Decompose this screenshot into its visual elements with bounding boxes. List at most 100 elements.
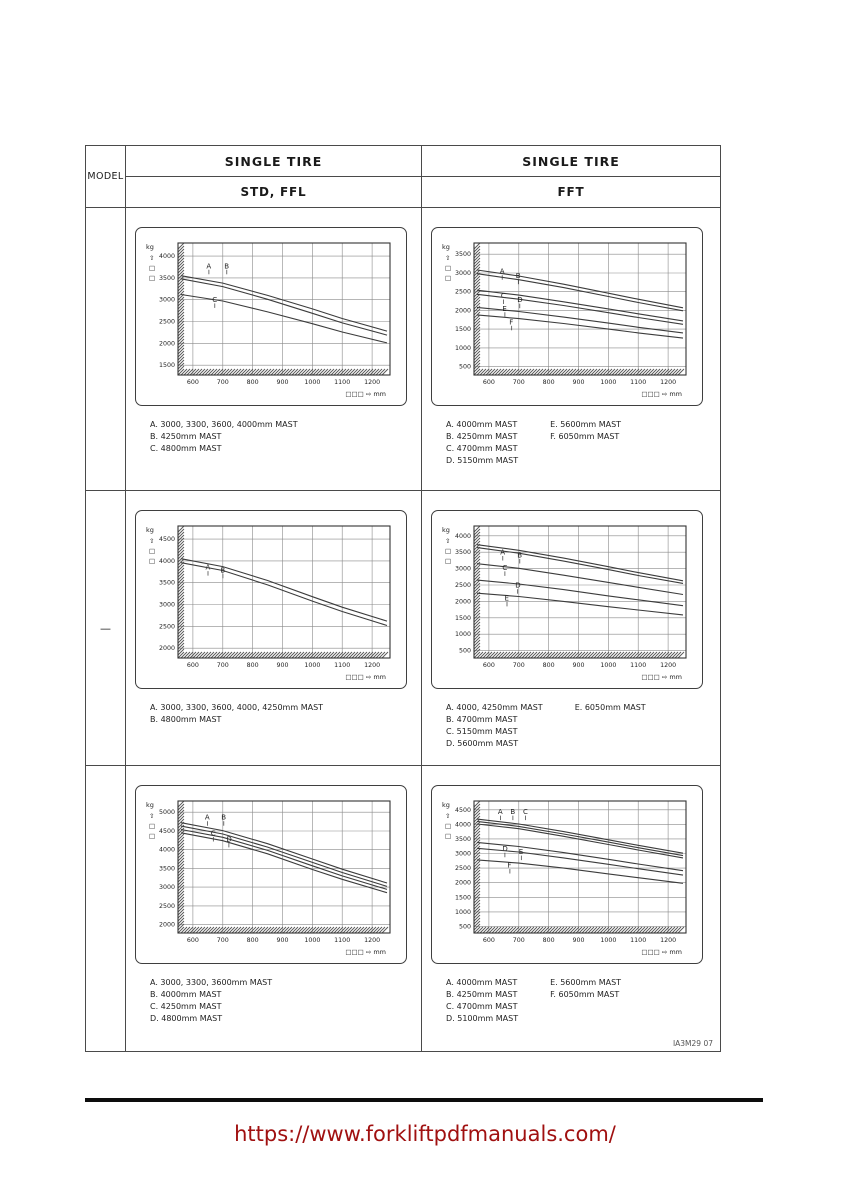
legend-line: D. 5100mm MAST <box>446 1014 519 1023</box>
chart-legend: A. 3000, 3300, 3600, 4000mm MAST B. 4250… <box>150 419 421 455</box>
legend-line: A. 4000, 4250mm MAST <box>446 703 543 712</box>
svg-text:1000: 1000 <box>304 379 320 386</box>
svg-text:E: E <box>502 305 506 313</box>
chart-legend: A. 4000, 4250mm MAST B. 4700mm MAST C. 5… <box>446 702 720 750</box>
svg-text:1100: 1100 <box>334 662 350 669</box>
svg-text:600: 600 <box>483 379 495 386</box>
svg-text:600: 600 <box>187 662 199 669</box>
svg-text:500: 500 <box>459 648 471 655</box>
svg-text:⇧: ⇧ <box>149 254 154 262</box>
svg-text:800: 800 <box>543 937 555 944</box>
svg-text:□: □ <box>445 547 451 555</box>
chart-panel: 600 700 800 900 1000 1100 1200 4500 4000 3500 3000… <box>135 510 407 689</box>
svg-text:1200: 1200 <box>364 937 380 944</box>
svg-text:A: A <box>205 814 210 822</box>
footer-url-link[interactable]: https://www.forkliftpdfmanuals.com/ <box>234 1122 616 1146</box>
svg-text:3000: 3000 <box>159 602 175 609</box>
svg-text:3500: 3500 <box>455 836 471 843</box>
svg-text:⇧: ⇧ <box>445 254 450 262</box>
svg-text:1100: 1100 <box>630 937 646 944</box>
chart-legend: A. 3000, 3300, 3600mm MAST B. 4000mm MAS… <box>150 977 421 1025</box>
svg-text:700: 700 <box>217 937 229 944</box>
svg-text:4500: 4500 <box>159 828 175 835</box>
load-capacity-chart: 600 700 800 900 1000 1100 1200 4500 4000 3500 3000… <box>146 525 391 681</box>
svg-text:□: □ <box>445 822 451 830</box>
svg-text:3500: 3500 <box>455 251 471 258</box>
svg-text:⇧: ⇧ <box>445 812 450 820</box>
chart-cell-fft-row2: 600 700 800 900 1000 1100 1200 4000 3500 3000 2500… <box>422 491 720 766</box>
svg-text:2500: 2500 <box>455 289 471 296</box>
legend-line: B. 4250mm MAST <box>446 432 518 441</box>
svg-text:2000: 2000 <box>159 922 175 929</box>
svg-text:4000: 4000 <box>159 558 175 565</box>
chart-cell-std-row3: 600 700 800 900 1000 1100 1200 5000 4500 4000 3500… <box>126 766 422 1051</box>
svg-text:B: B <box>510 808 515 816</box>
svg-text:C: C <box>523 808 528 816</box>
legend-line: A. 3000, 3300, 3600, 4000mm MAST <box>150 420 298 429</box>
svg-text:1000: 1000 <box>600 379 616 386</box>
svg-text:kg: kg <box>442 801 450 809</box>
svg-text:1100: 1100 <box>334 379 350 386</box>
load-capacity-chart: 600 700 800 900 1000 1100 1200 3500 3000 2500 2000… <box>442 242 687 398</box>
chart-panel: 600 700 800 900 1000 1100 1200 5000 4500 4000 3500… <box>135 785 407 964</box>
svg-text:900: 900 <box>572 379 584 386</box>
svg-text:1500: 1500 <box>455 326 471 333</box>
legend-column: E. 6050mm MAST <box>575 702 646 750</box>
svg-text:700: 700 <box>513 662 525 669</box>
svg-text:4000: 4000 <box>159 847 175 854</box>
svg-text:□□□ ⇨ mm: □□□ ⇨ mm <box>345 390 386 398</box>
legend-line: F. 6050mm MAST <box>550 432 620 441</box>
svg-text:kg: kg <box>442 243 450 251</box>
legend-line: B. 4000mm MAST <box>150 990 222 999</box>
svg-text:kg: kg <box>442 526 450 534</box>
svg-text:3500: 3500 <box>455 549 471 556</box>
spec-table: MODEL SINGLE TIRE SINGLE TIRE STD, FFL F… <box>85 145 721 1052</box>
svg-text:□□□ ⇨ mm: □□□ ⇨ mm <box>345 673 386 681</box>
svg-text:A: A <box>498 808 503 816</box>
svg-text:1200: 1200 <box>364 662 380 669</box>
svg-text:1000: 1000 <box>455 345 471 352</box>
svg-text:4000: 4000 <box>455 821 471 828</box>
svg-text:1100: 1100 <box>630 379 646 386</box>
svg-text:□: □ <box>149 264 155 272</box>
load-capacity-chart: 600 700 800 900 1000 1100 1200 4500 4000 3500 3000… <box>442 800 687 956</box>
legend-line: E. 5600mm MAST <box>550 420 622 429</box>
svg-text:5000: 5000 <box>159 809 175 816</box>
legend-line: A. 4000mm MAST <box>446 420 518 429</box>
legend-line: B. 4700mm MAST <box>446 715 518 724</box>
svg-text:900: 900 <box>276 379 288 386</box>
svg-text:700: 700 <box>217 379 229 386</box>
svg-text:□: □ <box>149 832 155 840</box>
svg-text:900: 900 <box>276 937 288 944</box>
column1-subtitle: STD, FFL <box>126 177 422 208</box>
svg-text:2500: 2500 <box>159 903 175 910</box>
legend-line: D. 4800mm MAST <box>150 1014 223 1023</box>
legend-line: C. 4250mm MAST <box>150 1002 222 1011</box>
svg-text:700: 700 <box>217 662 229 669</box>
svg-text:3000: 3000 <box>455 851 471 858</box>
legend-column: A. 3000, 3300, 3600mm MAST B. 4000mm MAS… <box>150 977 272 1025</box>
svg-text:⇧: ⇧ <box>149 812 154 820</box>
svg-text:□: □ <box>149 557 155 565</box>
legend-line: F. 6050mm MAST <box>550 990 620 999</box>
svg-text:3000: 3000 <box>455 270 471 277</box>
svg-text:⇧: ⇧ <box>149 537 154 545</box>
svg-text:C: C <box>212 296 217 304</box>
chart-cell-std-row1: 600 700 800 900 1000 1100 1200 4000 3500 3000 2500… <box>126 208 422 491</box>
chart-legend: A. 4000mm MAST B. 4250mm MAST C. 4700mm … <box>446 419 720 467</box>
svg-text:1200: 1200 <box>660 937 676 944</box>
model-cell: — <box>86 491 126 766</box>
svg-text:kg: kg <box>146 243 154 251</box>
legend-line: A. 4000mm MAST <box>446 978 518 987</box>
svg-text:900: 900 <box>276 662 288 669</box>
legend-column: A. 4000mm MAST B. 4250mm MAST C. 4700mm … <box>446 419 518 467</box>
svg-text:1200: 1200 <box>660 379 676 386</box>
load-capacity-chart: 600 700 800 900 1000 1100 1200 5000 4500 4000 3500… <box>146 800 391 956</box>
column2-subtitle: FFT <box>422 177 720 208</box>
svg-text:2500: 2500 <box>455 865 471 872</box>
chart-panel: 600 700 800 900 1000 1100 1200 4500 4000 3500 3000… <box>431 785 703 964</box>
svg-text:3500: 3500 <box>159 865 175 872</box>
legend-line: B. 4250mm MAST <box>150 432 222 441</box>
chart-panel: 600 700 800 900 1000 1100 1200 4000 3500 3000 2500… <box>135 227 407 406</box>
